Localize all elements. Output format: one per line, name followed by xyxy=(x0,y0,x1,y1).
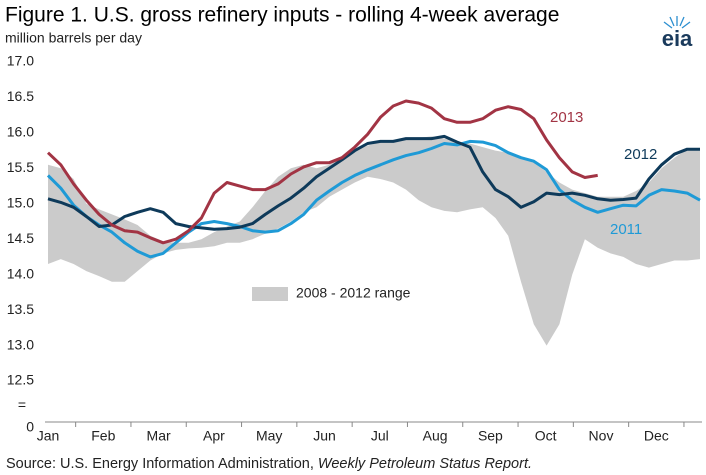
x-tick-label: Jul xyxy=(371,428,389,444)
x-tick-label: Sep xyxy=(478,428,503,444)
x-tick-label: Aug xyxy=(423,428,448,444)
chart-title: Figure 1. U.S. gross refinery inputs - r… xyxy=(5,4,559,27)
x-tick-label: Feb xyxy=(91,428,115,444)
y-tick-label: 16.0 xyxy=(7,124,34,140)
source-italic: Weekly Petroleum Status Report. xyxy=(318,456,532,472)
logo-rays xyxy=(663,16,691,29)
series-label: 2011 xyxy=(610,221,642,238)
legend-swatch xyxy=(252,287,288,301)
y-tick-label: 14.5 xyxy=(7,230,34,246)
x-tick-label: May xyxy=(256,428,282,444)
x-tick-label: Dec xyxy=(644,428,669,444)
axis-break: = xyxy=(18,397,26,413)
y-tick-label: 13.0 xyxy=(7,336,34,352)
legend-label: 2008 - 2012 range xyxy=(296,285,411,301)
series-label: 2012 xyxy=(624,146,657,163)
series-label: 2013 xyxy=(550,109,583,126)
series-line xyxy=(46,139,701,259)
y-tick-label: 17.0 xyxy=(7,53,34,69)
source: Source: U.S. Energy Information Administ… xyxy=(6,456,532,472)
series-line xyxy=(46,99,598,245)
y-tick-label: 14.0 xyxy=(7,265,34,281)
x-tick-label: Oct xyxy=(535,428,557,444)
x-tick-label: Jan xyxy=(37,428,60,444)
source-text: Source: U.S. Energy Information Administ… xyxy=(6,456,318,472)
chart-subtitle: million barrels per day xyxy=(5,30,142,46)
x-tick-label: Mar xyxy=(147,428,171,444)
y-tick-label: 13.5 xyxy=(7,301,34,317)
y-tick-label: 12.5 xyxy=(7,372,34,388)
y-tick-label: 0 xyxy=(26,419,34,435)
y-tick-label: 15.5 xyxy=(7,159,34,175)
series-line xyxy=(47,134,700,231)
y-tick-label: 15.0 xyxy=(7,194,34,210)
x-tick-label: Nov xyxy=(589,428,614,444)
x-tick-label: Jun xyxy=(313,428,336,444)
logo: eia xyxy=(662,16,693,51)
y-tick-label: 16.5 xyxy=(7,88,34,104)
x-tick-label: Apr xyxy=(203,428,225,444)
range-area xyxy=(48,136,700,346)
logo-text: eia xyxy=(662,26,693,51)
